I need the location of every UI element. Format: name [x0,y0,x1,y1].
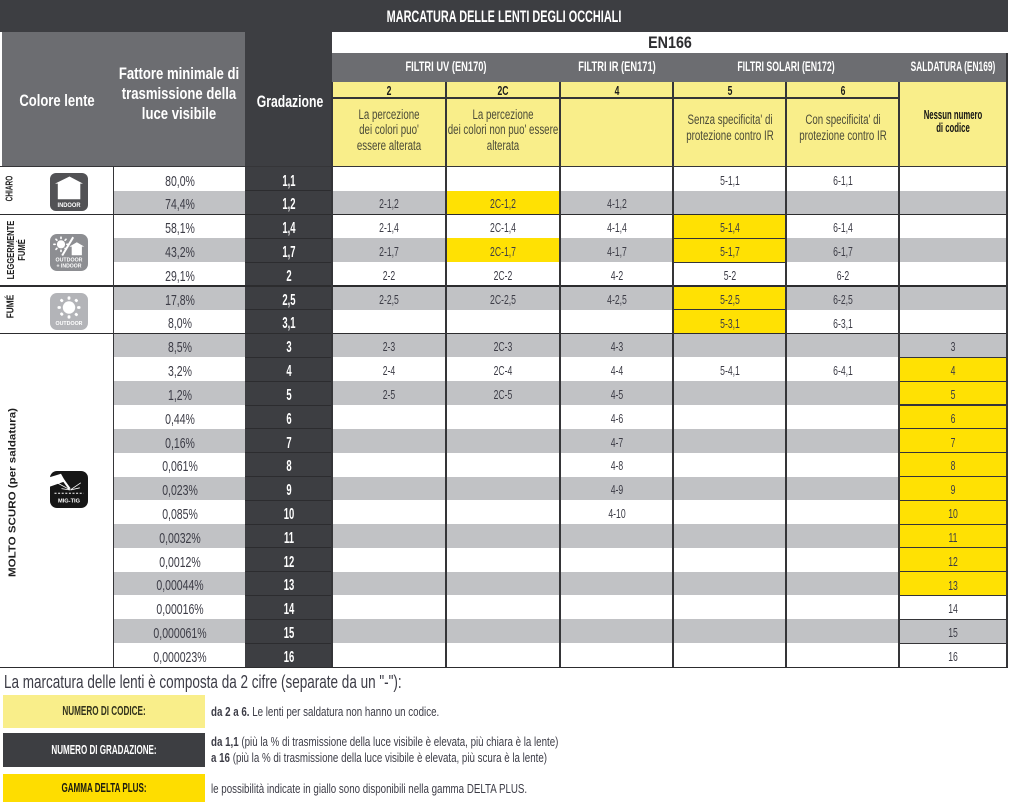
svg-text:MIG-TIG: MIG-TIG [58,498,80,504]
svg-text:OUTDOOR: OUTDOOR [56,321,84,327]
svg-text:INDOOR: INDOOR [58,202,81,209]
svg-text:OUTDOOR: OUTDOOR [56,258,84,264]
svg-text:+ INDOOR: + INDOOR [57,264,83,270]
